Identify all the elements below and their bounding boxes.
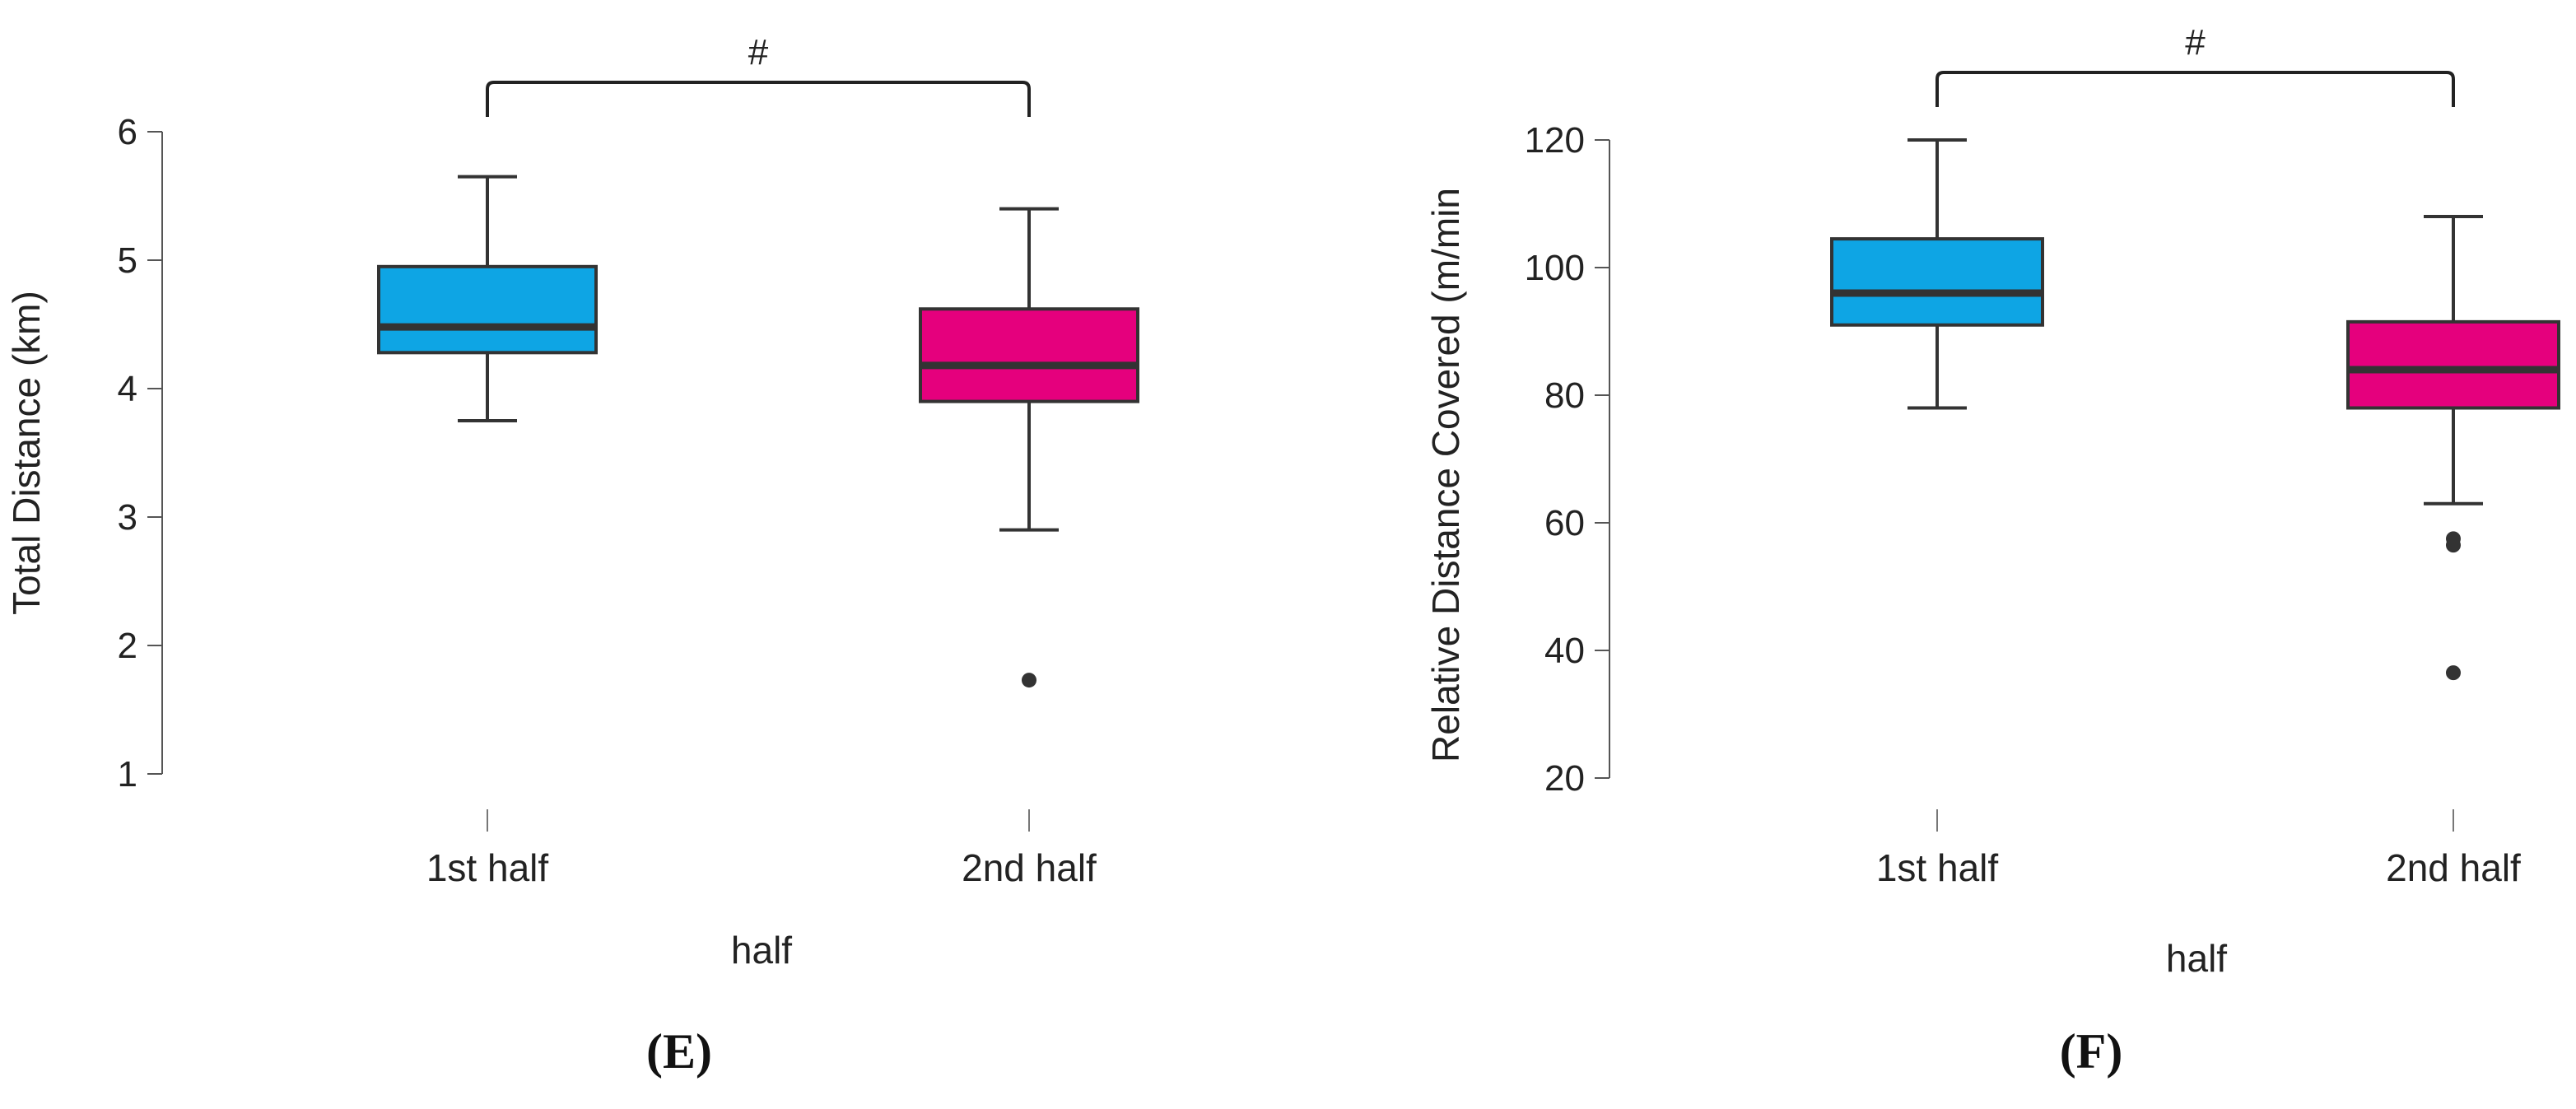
y-tick-label: 3 bbox=[118, 497, 137, 538]
significance-label: # bbox=[748, 32, 769, 72]
x-tick-label: 1st half bbox=[426, 846, 549, 889]
outlier-point bbox=[2446, 538, 2461, 553]
significance-label: # bbox=[2185, 22, 2206, 63]
x-tick-label: 2nd half bbox=[962, 846, 1097, 889]
y-tick-label: 60 bbox=[1544, 503, 1585, 543]
box-iqr bbox=[919, 307, 1139, 403]
y-tick-label: 2 bbox=[118, 626, 137, 666]
x-tick-label: 1st half bbox=[1876, 846, 1999, 889]
y-axis-title: Total Distance (km) bbox=[5, 291, 48, 615]
x-axis-title: half bbox=[731, 929, 792, 972]
x-tick-label: 2nd half bbox=[2386, 846, 2521, 889]
significance-bracket bbox=[486, 81, 1031, 117]
y-tick-label: 4 bbox=[118, 369, 137, 409]
box-iqr bbox=[1830, 237, 2044, 327]
y-tick-label: 1 bbox=[118, 754, 137, 794]
y-tick-label: 40 bbox=[1544, 631, 1585, 671]
y-tick-label: 100 bbox=[1525, 248, 1585, 288]
significance-bracket bbox=[1935, 71, 2455, 107]
x-axis-title: half bbox=[2166, 937, 2227, 980]
y-tick-label: 120 bbox=[1525, 120, 1585, 161]
y-tick-label: 20 bbox=[1544, 758, 1585, 799]
y-tick-label: 6 bbox=[118, 112, 137, 152]
y-tick-label: 5 bbox=[118, 240, 137, 281]
box-iqr bbox=[2346, 319, 2560, 410]
panel-label: (F) bbox=[2060, 1024, 2123, 1079]
y-tick-label: 80 bbox=[1544, 375, 1585, 416]
outlier-point bbox=[1022, 673, 1036, 688]
panel-label: (E) bbox=[646, 1024, 712, 1079]
outlier-point bbox=[2446, 665, 2461, 681]
y-axis-title: Relative Distance Covered (m/min bbox=[1424, 188, 1467, 762]
box-iqr bbox=[377, 264, 598, 355]
